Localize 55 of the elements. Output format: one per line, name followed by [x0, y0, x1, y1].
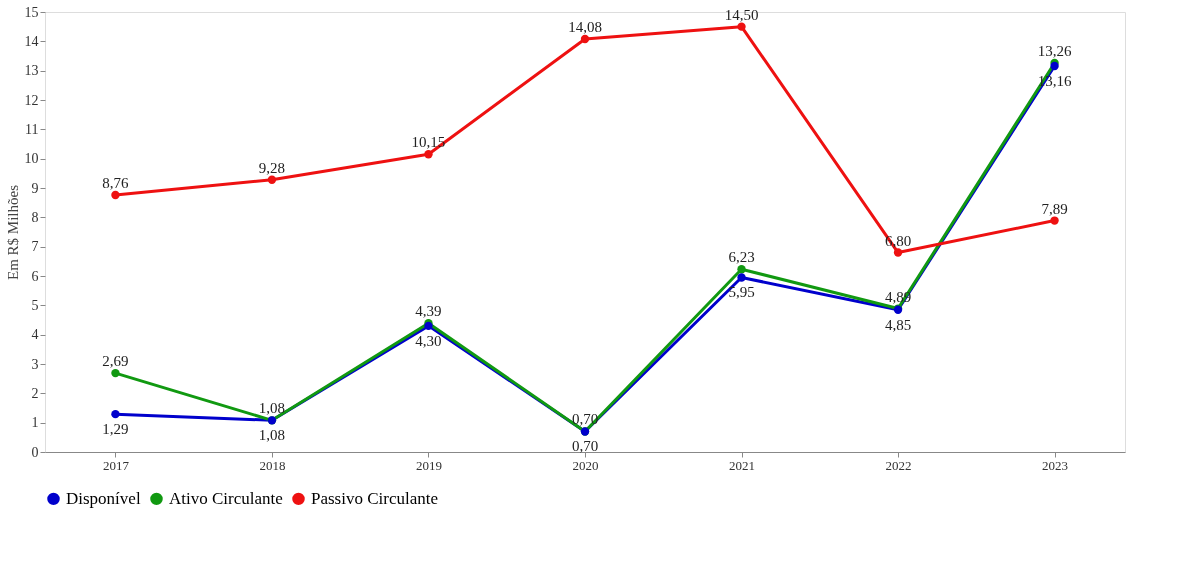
legend-label: Passivo Circulante — [311, 488, 439, 508]
point — [580, 34, 590, 44]
y-tick-label: 4 — [31, 327, 39, 343]
point — [737, 273, 746, 282]
y-tick-label: 10 — [24, 151, 39, 167]
y-tick-label: 12 — [24, 92, 39, 108]
y-tick-label: 15 — [24, 4, 39, 20]
data-label: 2,69 — [102, 353, 129, 370]
data-label: 13,26 — [1037, 43, 1072, 60]
y-tick-label: 2 — [31, 385, 39, 401]
x-tick-label: 2020 — [572, 457, 599, 473]
data-label: 7,89 — [1041, 200, 1068, 217]
data-label: 4,30 — [415, 332, 442, 349]
y-tick-label: 7 — [31, 239, 39, 255]
x-tick-label: 2021 — [729, 457, 756, 473]
y-tick-label: 11 — [25, 121, 39, 137]
point — [737, 265, 746, 274]
data-label: 14,08 — [568, 18, 602, 35]
y-tick-label: 8 — [31, 209, 39, 225]
data-label: 8,76 — [102, 175, 130, 192]
data-label: 5,95 — [728, 284, 755, 301]
y-axis-title: Em R$ Milhões — [4, 184, 21, 281]
point — [1050, 216, 1059, 225]
y-tick-label: 3 — [31, 356, 39, 372]
data-label: 1,08 — [258, 400, 286, 417]
y-tick-label: 9 — [31, 180, 39, 196]
legend-label: Ativo Circulante — [169, 488, 283, 508]
x-tick-label: 2022 — [885, 457, 912, 473]
point — [111, 368, 120, 378]
legend-label: Disponível — [66, 488, 141, 508]
y-tick-label: 13 — [24, 63, 39, 79]
x-tick-label: 2017 — [102, 457, 130, 473]
point — [737, 22, 746, 31]
point — [111, 409, 120, 419]
data-label: 1,29 — [102, 421, 129, 438]
point — [267, 175, 277, 184]
data-label: 9,28 — [258, 159, 286, 176]
data-label: 0,70 — [571, 438, 599, 455]
point — [111, 190, 120, 200]
data-label: 4,85 — [884, 316, 912, 333]
y-tick-label: 1 — [31, 415, 39, 431]
data-label: 10,15 — [411, 134, 446, 151]
data-label: 6,23 — [728, 249, 755, 266]
data-label: 14,50 — [724, 6, 759, 23]
point — [893, 248, 903, 257]
data-label: 4,39 — [415, 303, 442, 320]
data-label: 1,08 — [258, 427, 286, 444]
x-tick-label: 2019 — [415, 457, 442, 473]
x-tick-label: 2018 — [259, 457, 286, 473]
x-tick-label: 2023 — [1042, 457, 1069, 473]
point — [424, 150, 433, 159]
y-tick-label: 6 — [31, 268, 39, 284]
y-tick-label: 0 — [31, 444, 39, 460]
y-tick-label: 5 — [31, 297, 39, 313]
y-tick-label: 14 — [24, 33, 39, 49]
